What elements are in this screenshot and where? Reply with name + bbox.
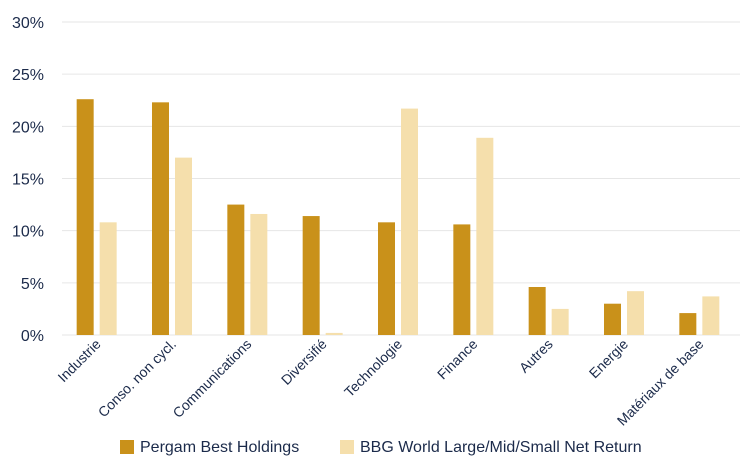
x-tick-label: Communications <box>169 336 254 421</box>
y-tick-label: 25% <box>12 67 44 84</box>
bar-series-2 <box>627 291 644 335</box>
legend-swatch <box>120 440 134 454</box>
x-tick-label: Industrie <box>55 336 104 385</box>
y-axis-ticks: 0% 5% 10% 15% 20% 25% 30% <box>12 15 44 345</box>
bar-series-1 <box>604 303 621 335</box>
bar-series-2 <box>401 108 418 335</box>
x-tick-label: Diversifié <box>278 336 330 388</box>
bar-series-2 <box>476 137 494 335</box>
x-tick-label: Technologie <box>341 336 405 400</box>
bar-series-1 <box>302 216 320 335</box>
bar-series-1 <box>528 287 546 335</box>
bar-series-2 <box>250 213 268 335</box>
bar-series-2 <box>702 296 720 335</box>
bar-series-1 <box>152 102 169 335</box>
y-tick-label: 10% <box>12 224 44 241</box>
bar-series-1 <box>679 313 697 335</box>
legend-label: Pergam Best Holdings <box>140 439 299 456</box>
bar-series-1 <box>453 224 471 335</box>
y-tick-label: 0% <box>21 328 44 345</box>
x-tick-label: Finance <box>434 336 481 383</box>
bar-series-2 <box>325 332 343 335</box>
bar-series-1 <box>227 204 245 335</box>
bar-series-2 <box>551 308 569 335</box>
legend: Pergam Best Holdings BBG World Large/Mid/… <box>120 439 642 456</box>
x-tick-label: Autres <box>516 336 556 376</box>
y-tick-label: 5% <box>21 276 44 293</box>
legend-swatch <box>340 440 354 454</box>
bar-series-1 <box>76 99 94 335</box>
bars <box>76 99 720 335</box>
y-tick-label: 20% <box>12 119 44 136</box>
bar-series-1 <box>378 222 395 335</box>
legend-label: BBG World Large/Mid/Small Net Return <box>360 439 642 456</box>
y-tick-label: 15% <box>12 172 44 189</box>
x-tick-label: Energie <box>586 336 632 382</box>
x-tick-label: Conso. non cycl. <box>95 336 179 420</box>
bar-series-2 <box>99 222 117 335</box>
y-tick-label: 30% <box>12 15 44 32</box>
bar-series-2 <box>175 157 192 335</box>
